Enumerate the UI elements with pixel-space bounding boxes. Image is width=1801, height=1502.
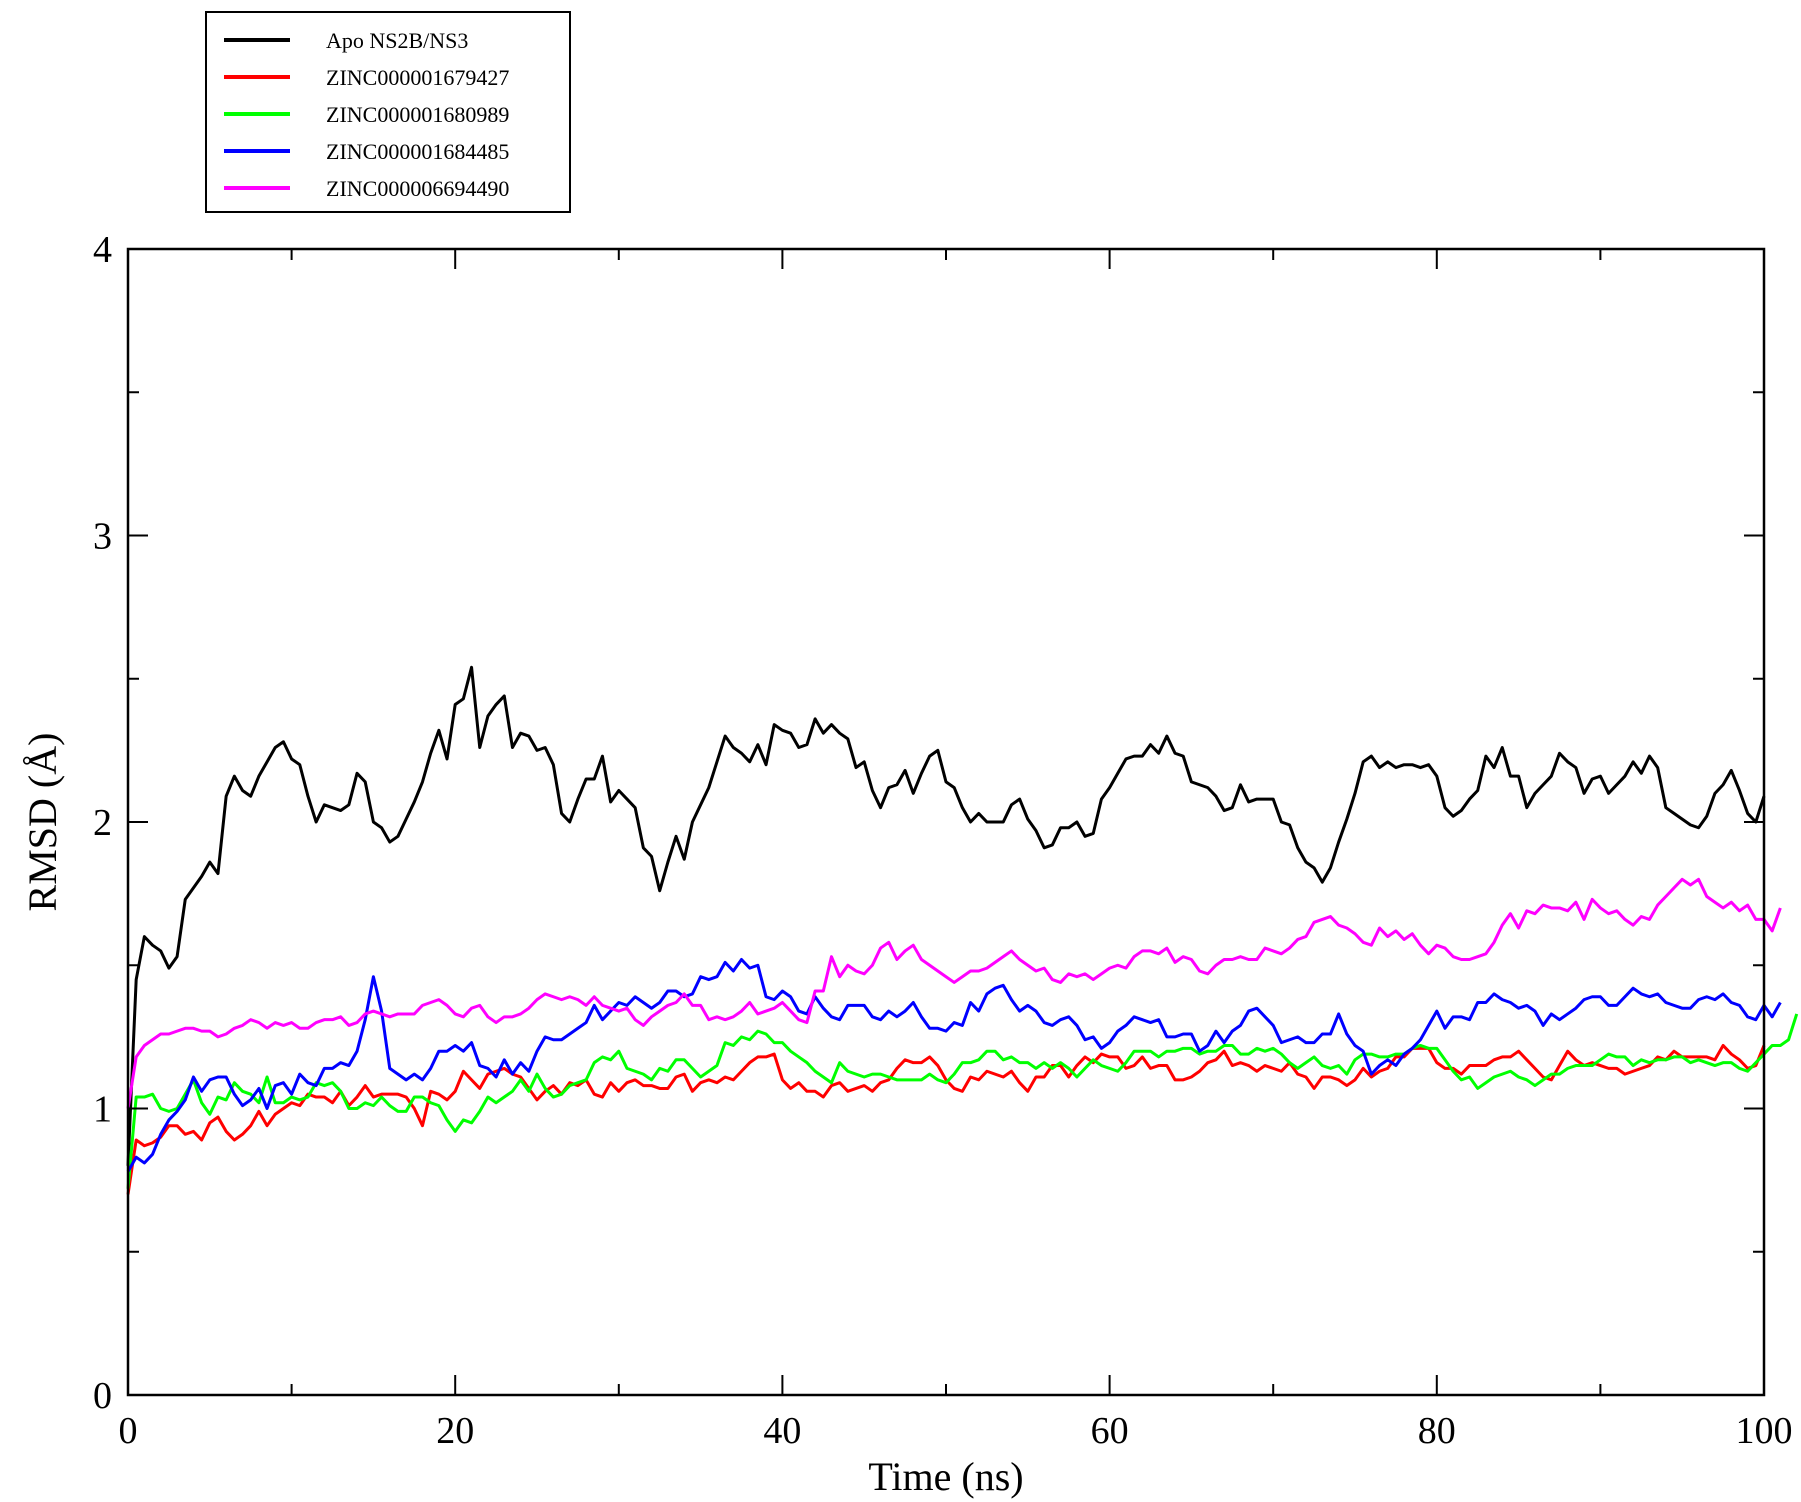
legend: Apo NS2B/NS3 ZINC000001679427 ZINC00000168… xyxy=(205,11,571,213)
series-line-4 xyxy=(126,958,1782,1173)
y-axis-title: RMSD (Å) xyxy=(20,733,65,912)
x-tick-label: 20 xyxy=(436,1410,474,1452)
legend-label: ZINC000001680989 xyxy=(326,102,509,127)
legend-label: Apo NS2B/NS3 xyxy=(326,28,468,53)
legend-label: ZINC000001679427 xyxy=(326,65,509,90)
x-tick-label: 80 xyxy=(1418,1410,1456,1452)
x-axis-title: Time (ns) xyxy=(868,1454,1023,1499)
y-tick-label: 4 xyxy=(93,229,112,271)
series-line-5 xyxy=(126,877,1782,1109)
legend-label: ZINC000001684485 xyxy=(326,139,509,164)
y-tick-label: 3 xyxy=(93,516,112,558)
series-line-3 xyxy=(126,1013,1799,1189)
y-tick-label: 2 xyxy=(93,802,112,844)
axis-ticks: 0 20 40 60 80 100 0 1 2 3 4 xyxy=(93,229,1793,1452)
x-tick-label: 60 xyxy=(1091,1410,1129,1452)
x-tick-label: 0 xyxy=(119,1410,138,1452)
x-tick-label: 100 xyxy=(1736,1410,1793,1452)
series-line-1 xyxy=(126,665,1766,1166)
y-tick-label: 0 xyxy=(93,1375,112,1417)
series-layer xyxy=(126,665,1799,1195)
legend-box xyxy=(205,11,571,213)
legend-label: ZINC000006694490 xyxy=(326,176,509,201)
x-tick-label: 40 xyxy=(763,1410,801,1452)
series-line-2 xyxy=(126,1043,1766,1195)
y-tick-label: 1 xyxy=(93,1089,112,1131)
